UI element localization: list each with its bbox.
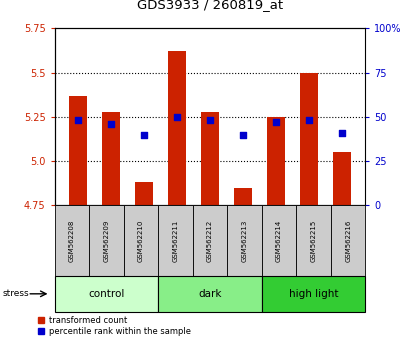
Text: GSM562213: GSM562213 (241, 219, 247, 262)
Bar (168, 51, 186, 205)
Point (173, 114, 180, 120)
Text: GSM562214: GSM562214 (276, 219, 282, 262)
Text: high light: high light (289, 289, 339, 299)
Bar (89, 205, 123, 276)
Text: GSM562215: GSM562215 (311, 219, 317, 262)
Bar (201, 112, 219, 205)
Text: GSM562209: GSM562209 (103, 219, 109, 262)
Bar (158, 276, 262, 312)
Bar (262, 205, 297, 276)
Text: GDS3933 / 260819_at: GDS3933 / 260819_at (137, 0, 283, 11)
Text: GSM562210: GSM562210 (138, 219, 144, 262)
Text: GSM562216: GSM562216 (345, 219, 351, 262)
Text: stress: stress (2, 289, 29, 298)
Point (74, 118, 81, 123)
Bar (123, 205, 158, 276)
Bar (267, 117, 285, 205)
Point (108, 121, 114, 127)
Bar (69, 96, 87, 205)
Point (141, 132, 147, 137)
Bar (297, 205, 331, 276)
Bar (300, 73, 318, 205)
Bar (234, 188, 252, 205)
Bar (102, 112, 120, 205)
Point (339, 130, 346, 136)
Bar (158, 205, 193, 276)
Text: control: control (88, 289, 125, 299)
Bar (55, 276, 158, 312)
Point (306, 118, 312, 123)
Bar (135, 182, 153, 205)
Bar (227, 205, 262, 276)
Bar (55, 205, 89, 276)
Bar (193, 205, 227, 276)
Point (273, 119, 279, 125)
Legend: transformed count, percentile rank within the sample: transformed count, percentile rank withi… (38, 316, 191, 336)
Text: GSM562212: GSM562212 (207, 219, 213, 262)
Text: GSM562211: GSM562211 (173, 219, 178, 262)
Bar (262, 276, 365, 312)
Text: GSM562208: GSM562208 (69, 219, 75, 262)
Text: dark: dark (198, 289, 222, 299)
Bar (333, 152, 351, 205)
Point (240, 132, 247, 137)
Point (207, 118, 213, 123)
Bar (331, 205, 365, 276)
